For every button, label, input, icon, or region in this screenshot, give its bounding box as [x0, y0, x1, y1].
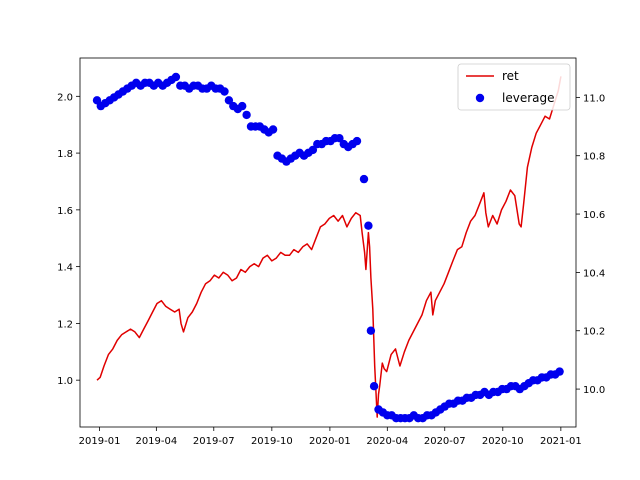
scatter-point: [238, 101, 247, 111]
x-tick-label: 2020-07: [424, 436, 466, 447]
legend-label: leverage: [502, 91, 555, 105]
y-left-tick-label: 2.0: [57, 92, 73, 103]
legend: ret leverage: [457, 63, 571, 111]
scatter-point: [242, 110, 251, 120]
y-left-axis: 1.0 1.2 1.4 1.6 1.8 2.0: [57, 92, 80, 387]
scatter-point: [335, 134, 344, 143]
x-tick-label: 2020-01: [309, 436, 351, 447]
y-right-axis: 10.0 10.2 10.4 10.6 10.8 11.0: [576, 93, 605, 396]
scatter-point: [308, 145, 318, 155]
y-right-tick-label: 10.4: [583, 268, 605, 279]
x-tick-label: 2019-10: [251, 436, 293, 447]
series-points-leverage: [92, 72, 564, 423]
scatter-point: [366, 326, 376, 335]
scatter-point: [359, 174, 369, 184]
y-left-tick-label: 1.2: [57, 319, 73, 330]
scatter-point: [220, 87, 229, 96]
y-left-tick-label: 1.6: [57, 206, 73, 217]
x-tick-label: 2020-04: [366, 436, 408, 447]
legend-swatch-marker: [475, 93, 485, 103]
scatter-point: [171, 72, 181, 82]
scatter-point: [364, 221, 373, 230]
y-right-tick-label: 10.8: [583, 152, 605, 163]
scatter-point: [268, 125, 278, 134]
plot-area: [80, 58, 576, 427]
scatter-point: [224, 96, 234, 105]
y-right-tick-label: 10.2: [583, 327, 605, 338]
x-axis: 2019-01 2019-04 2019-07 2019-10 2020-01 2020-…: [79, 427, 582, 447]
x-tick-label: 2019-07: [193, 436, 235, 447]
y-left-tick-label: 1.8: [57, 149, 73, 160]
x-tick-label: 2019-01: [79, 436, 121, 447]
y-right-tick-label: 11.0: [583, 93, 605, 104]
y-right-tick-label: 10.0: [583, 385, 605, 396]
x-tick-label: 2020-10: [482, 436, 524, 447]
scatter-point: [352, 136, 362, 146]
x-tick-label: 2021-01: [540, 436, 582, 447]
y-left-tick-label: 1.4: [57, 263, 73, 274]
scatter-point: [369, 382, 379, 391]
plot-frame: [79, 57, 577, 428]
scatter-point: [555, 367, 564, 376]
series-line-ret: [96, 76, 562, 418]
x-tick-label: 2019-04: [135, 436, 177, 447]
legend-label: ret: [502, 69, 519, 83]
y-right-tick-label: 10.6: [583, 210, 605, 221]
y-left-tick-label: 1.0: [57, 376, 73, 387]
